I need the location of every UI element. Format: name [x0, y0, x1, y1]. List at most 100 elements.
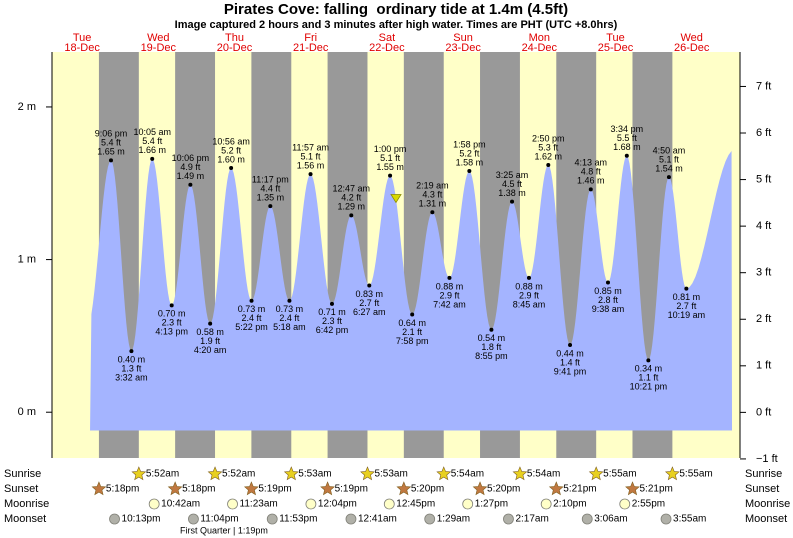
day-name: Wed: [147, 32, 169, 44]
x-tick-label: 25-Dec: [598, 42, 634, 54]
almanac-row-label-right: Moonset: [745, 513, 787, 525]
extreme-meters: 1.65 m: [97, 147, 125, 157]
extreme-time: 4:20 am: [194, 345, 227, 355]
extreme-time: 9:06 pm: [95, 129, 128, 139]
almanac-time: 1:27pm: [475, 499, 508, 510]
almanac-time: 5:20pm: [411, 484, 444, 495]
extreme-time: 11:57 am: [292, 142, 329, 152]
day-name: Thu: [225, 32, 244, 44]
y2-tick-label: 3 ft: [756, 267, 771, 279]
almanac-time: 3:55am: [673, 514, 706, 525]
sun-icon: [664, 466, 680, 481]
extreme-feet: 2.4 ft: [242, 313, 263, 323]
extreme-point: [430, 210, 435, 215]
extreme-time: 11:17 pm: [252, 175, 289, 185]
extreme-meters: 1.58 m: [456, 157, 484, 167]
almanac-time: 5:18pm: [182, 484, 215, 495]
y2-tick-label: 2 ft: [756, 313, 771, 325]
moon-icon: [266, 513, 278, 525]
sun-icon: [167, 481, 183, 496]
almanac-time: 11:53pm: [279, 514, 317, 525]
day-name: Fri: [304, 32, 317, 44]
extreme-feet: 4.9 ft: [180, 162, 201, 172]
extreme-meters: 1.29 m: [338, 202, 366, 212]
extreme-meters: 1.38 m: [498, 188, 526, 198]
extreme-point: [329, 301, 334, 306]
extreme-meters: 1.46 m: [577, 176, 605, 186]
extreme-feet: 2.4 ft: [279, 313, 300, 323]
almanac-row-label: Sunrise: [4, 468, 41, 480]
extreme-point: [410, 312, 415, 317]
almanac-time: 5:52am: [146, 469, 179, 480]
extreme-meters: 0.83 m: [356, 289, 384, 299]
almanac-time: 11:04pm: [200, 514, 238, 525]
moon-icon: [305, 498, 317, 510]
almanac-time: 5:19pm: [335, 484, 368, 495]
extreme-point: [646, 358, 651, 363]
day-name: Sun: [453, 32, 473, 44]
almanac-time: 12:04pm: [318, 499, 357, 510]
almanac-time: 1:29am: [437, 514, 470, 525]
extreme-time: 12:47 am: [333, 184, 371, 194]
extreme-feet: 2.1 ft: [402, 327, 423, 337]
extreme-feet: 2.9 ft: [439, 290, 460, 300]
extreme-meters: 0.70 m: [158, 309, 186, 319]
x-tick-label: 21-Dec: [293, 42, 329, 54]
extreme-feet: 1.1 ft: [638, 373, 659, 383]
extreme-time: 5:22 pm: [235, 322, 268, 332]
extreme-feet: 2.7 ft: [359, 298, 380, 308]
almanac-row-label-right: Sunset: [745, 483, 779, 495]
extreme-feet: 5.2 ft: [459, 148, 480, 158]
extreme-feet: 5.4 ft: [142, 136, 163, 146]
moon-icon: [424, 513, 436, 525]
extreme-point: [447, 275, 452, 280]
sun-icon: [320, 481, 335, 496]
extreme-feet: 1.3 ft: [121, 364, 142, 374]
almanac-time: 12:41am: [358, 514, 397, 525]
extreme-feet: 5.1 ft: [380, 153, 401, 163]
almanac-time: 5:53am: [374, 469, 407, 480]
extreme-point: [546, 162, 551, 167]
x-tick-label: 23-Dec: [445, 42, 481, 54]
almanac-row-label-right: Moonrise: [745, 498, 790, 510]
almanac-time: 5:52am: [222, 469, 255, 480]
almanac-time: 5:54am: [527, 469, 560, 480]
extreme-meters: 1.56 m: [297, 160, 325, 170]
sun-icon: [360, 466, 375, 481]
extreme-feet: 5.3 ft: [538, 142, 559, 152]
extreme-point: [388, 173, 393, 178]
extreme-point: [588, 187, 593, 192]
extreme-meters: 0.85 m: [594, 286, 622, 296]
extreme-feet: 4.8 ft: [581, 167, 602, 177]
extreme-time: 3:32 am: [115, 373, 148, 383]
y2-tick-label: 1 ft: [756, 360, 771, 372]
extreme-meters: 1.35 m: [257, 193, 285, 203]
extreme-feet: 1.8 ft: [481, 342, 502, 352]
extreme-meters: 1.54 m: [655, 164, 683, 174]
moon-icon: [462, 498, 474, 510]
almanac-time: 5:20pm: [487, 484, 520, 495]
sun-icon: [91, 481, 107, 496]
extreme-meters: 1.60 m: [217, 154, 245, 164]
extreme-time: 8:55 pm: [475, 351, 508, 361]
extreme-feet: 2.3 ft: [162, 318, 183, 328]
extreme-meters: 1.68 m: [613, 142, 641, 152]
extreme-time: 7:42 am: [433, 299, 466, 309]
extreme-time: 10:05 am: [133, 127, 171, 137]
moon-icon: [540, 498, 552, 510]
extreme-point: [489, 327, 494, 332]
extreme-time: 10:21 pm: [630, 382, 668, 392]
extreme-point: [169, 303, 174, 308]
moon-icon: [503, 513, 514, 525]
extreme-meters: 1.66 m: [138, 145, 166, 155]
extreme-point: [367, 283, 372, 288]
extreme-meters: 0.64 m: [398, 318, 426, 328]
extreme-time: 6:27 am: [353, 307, 386, 317]
x-tick-label: 22-Dec: [369, 42, 405, 54]
sun-icon: [625, 481, 640, 496]
x-tick-label: 26-Dec: [674, 42, 710, 54]
extreme-feet: 5.5 ft: [617, 133, 638, 143]
extreme-time: 6:42 pm: [316, 325, 349, 335]
y2-tick-label: 0 ft: [756, 406, 771, 418]
